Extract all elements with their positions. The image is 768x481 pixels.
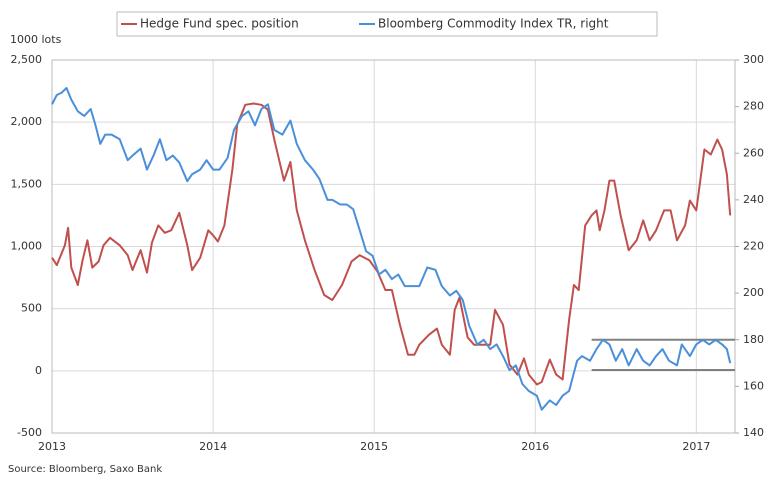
y2-tick-label: 240 — [743, 193, 764, 206]
y-axis-label: 1000 lots — [10, 33, 62, 46]
y-tick-label: 2,000 — [11, 115, 43, 128]
y2-tick-label: 160 — [743, 379, 764, 392]
y2-tick-label: 180 — [743, 333, 764, 346]
y-tick-label: 500 — [21, 302, 42, 315]
y2-tick-label: 300 — [743, 53, 764, 66]
y-tick-label: 1,000 — [11, 240, 43, 253]
y2-tick-label: 220 — [743, 240, 764, 253]
legend-label: Bloomberg Commodity Index TR, right — [378, 17, 609, 31]
y2-tick-label: 260 — [743, 146, 764, 159]
plot-frame — [51, 59, 736, 434]
y2-tick-label: 200 — [743, 286, 764, 299]
y2-tick-label: 280 — [743, 100, 764, 113]
x-tick-label: 2015 — [360, 440, 388, 453]
x-tick-label: 2016 — [521, 440, 549, 453]
x-tick-label: 2017 — [682, 440, 710, 453]
series-line — [51, 102, 732, 386]
y-tick-label: -500 — [17, 426, 42, 439]
legend-box — [116, 11, 658, 37]
x-tick-label: 2013 — [38, 440, 66, 453]
legend-label: Hedge Fund spec. position — [140, 17, 299, 31]
series-line — [51, 87, 732, 411]
x-tick-label: 2014 — [199, 440, 227, 453]
y2-tick-label: 140 — [743, 426, 764, 439]
y-tick-label: 0 — [35, 364, 42, 377]
y-tick-label: 2,500 — [11, 53, 43, 66]
source-note: Source: Bloomberg, Saxo Bank — [8, 464, 162, 475]
y-tick-label: 1,500 — [11, 177, 43, 190]
